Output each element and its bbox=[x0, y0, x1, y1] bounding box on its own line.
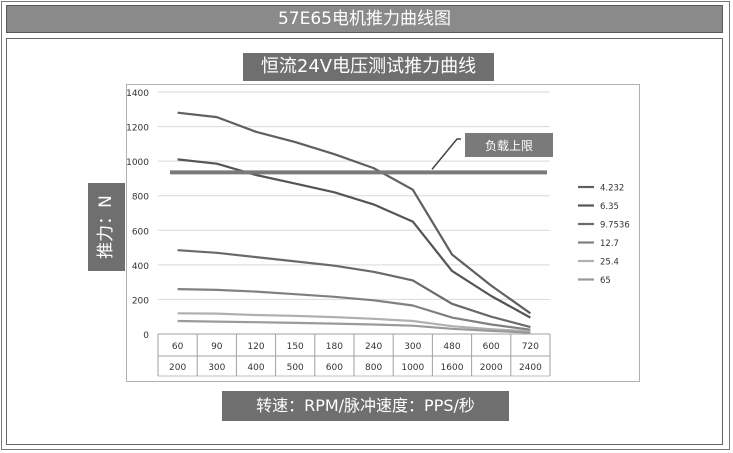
x-tick-label-rpm: 480 bbox=[443, 342, 460, 352]
legend-label: 65 bbox=[600, 276, 611, 286]
y-tick-label: 200 bbox=[132, 296, 149, 306]
y-axis-label: 推力：N bbox=[96, 195, 116, 259]
x-tick-label-pps: 1000 bbox=[401, 363, 424, 373]
x-tick-label-pps: 600 bbox=[326, 363, 343, 373]
x-tick-label-pps: 400 bbox=[247, 363, 264, 373]
legend-label: 6.35 bbox=[600, 202, 619, 212]
y-tick-label: 600 bbox=[132, 227, 149, 237]
series-line bbox=[177, 312, 531, 333]
legend-label: 25.4 bbox=[600, 258, 619, 268]
legend-label: 9.7536 bbox=[600, 221, 630, 231]
series-line bbox=[177, 249, 531, 329]
series-line bbox=[177, 111, 532, 315]
y-tick-label: 400 bbox=[132, 262, 149, 272]
annotation-label: 负载上限 bbox=[485, 139, 533, 153]
x-tick-label-pps: 300 bbox=[208, 363, 225, 373]
content-box bbox=[6, 38, 723, 445]
y-tick-label: 1400 bbox=[126, 89, 149, 99]
y-axis-label-box: 推力：N bbox=[88, 183, 125, 271]
x-tick-label-rpm: 150 bbox=[287, 342, 304, 352]
series-line bbox=[177, 288, 531, 331]
x-tick-label-rpm: 180 bbox=[326, 342, 343, 352]
chart-title: 恒流24V电压测试推力曲线 bbox=[243, 53, 494, 81]
annotation-box bbox=[465, 133, 553, 157]
series-line bbox=[177, 319, 531, 334]
x-tick-label-pps: 800 bbox=[365, 363, 382, 373]
x-tick-label-rpm: 240 bbox=[365, 342, 382, 352]
x-tick-label-pps: 500 bbox=[287, 363, 304, 373]
page-header: 57E65电机推力曲线图 bbox=[6, 5, 723, 33]
x-tick-label-rpm: 60 bbox=[172, 342, 184, 352]
x-tick-label-rpm: 300 bbox=[404, 342, 421, 352]
y-tick-label: 1000 bbox=[126, 158, 149, 168]
legend-label: 12.7 bbox=[600, 239, 619, 249]
x-tick-label-pps: 200 bbox=[169, 363, 186, 373]
x-tick-label-pps: 2400 bbox=[519, 363, 542, 373]
x-tick-label-rpm: 90 bbox=[211, 342, 223, 352]
y-tick-label: 1200 bbox=[126, 124, 149, 134]
x-tick-label-pps: 1600 bbox=[441, 363, 464, 373]
x-tick-label-rpm: 600 bbox=[483, 342, 500, 352]
legend-label: 4.232 bbox=[600, 184, 624, 194]
x-tick-label-rpm: 720 bbox=[522, 342, 539, 352]
x-axis-label: 转速：RPM/脉冲速度：PPS/秒 bbox=[222, 391, 509, 421]
plot-area bbox=[126, 84, 640, 382]
series-line bbox=[177, 158, 531, 319]
x-tick-label-pps: 2000 bbox=[480, 363, 503, 373]
y-tick-label: 0 bbox=[143, 331, 149, 341]
y-tick-label: 800 bbox=[132, 193, 149, 203]
annotation-leader bbox=[431, 138, 461, 170]
x-tick-label-rpm: 120 bbox=[247, 342, 264, 352]
